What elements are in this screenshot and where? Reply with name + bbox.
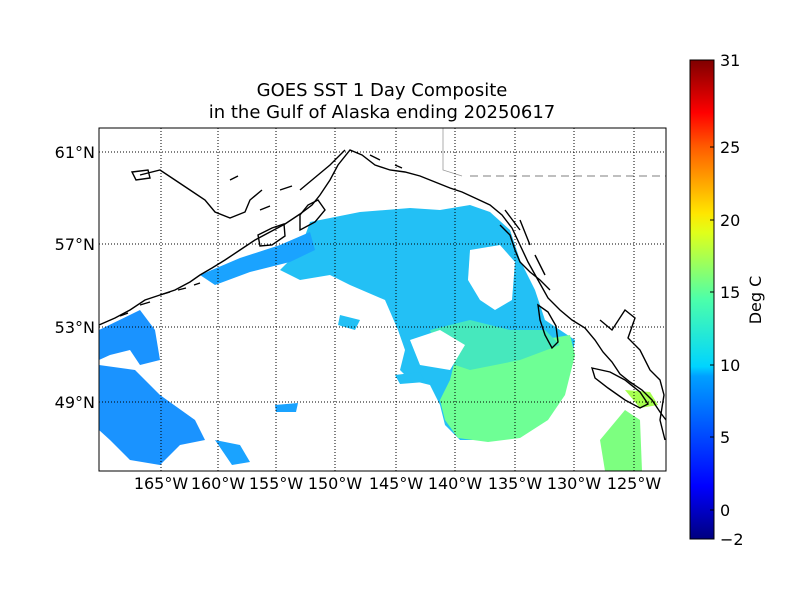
- colorbar-gradient: [689, 59, 715, 540]
- lon-label: 135°W: [488, 474, 543, 493]
- colorbar-tick-label: 25: [720, 138, 740, 157]
- kodiak-island: [257, 223, 286, 247]
- lat-label: 57°N: [55, 235, 95, 254]
- colorbar-ticks: [710, 59, 714, 540]
- lon-label: 150°W: [308, 474, 363, 493]
- se-alaska-islands: [499, 209, 551, 291]
- nunivak: [130, 169, 151, 181]
- colorbar-title: Deg C: [746, 276, 765, 325]
- aleutian-1: [119, 282, 201, 317]
- colorbar-tick-label: 15: [720, 283, 740, 302]
- map-area: [99, 128, 666, 471]
- alaska-inland-lakes: [229, 154, 403, 211]
- sst-patch-2: [215, 440, 250, 465]
- sst-region-southwest: [99, 310, 160, 365]
- border-line-2: [442, 128, 463, 177]
- colorbar-tick-label: 31: [720, 51, 740, 70]
- sst-patch-4: [338, 315, 360, 330]
- sst-region-strait: [625, 390, 658, 408]
- map-title: GOES SST 1 Day Composite in the Gulf of …: [98, 80, 666, 124]
- lon-label: 140°W: [428, 474, 483, 493]
- longitude-labels: 165°W 160°W 155°W 150°W 145°W 140°W 135°…: [134, 474, 662, 493]
- lon-label: 165°W: [134, 474, 189, 493]
- lon-label: 160°W: [191, 474, 246, 493]
- kenai-peninsula: [299, 199, 326, 232]
- sst-data-layer: [99, 205, 658, 471]
- cook-inlet: [299, 149, 346, 191]
- lon-label: 145°W: [369, 474, 424, 493]
- lon-label: 155°W: [249, 474, 304, 493]
- lon-label: 130°W: [547, 474, 602, 493]
- gridlines: [99, 128, 666, 471]
- sst-patch-1: [275, 403, 298, 412]
- sst-region-southwest-2: [99, 365, 205, 465]
- latitude-labels: 61°N 57°N 53°N 49°N: [55, 143, 95, 412]
- colorbar: 31 25 20 15 10 5 0 −2 Deg C: [689, 51, 765, 549]
- sst-patch-3: [395, 372, 425, 384]
- lon-label: 125°W: [607, 474, 662, 493]
- bristol-coast: [139, 169, 263, 219]
- map-frame: [98, 127, 667, 472]
- sst-region-mid: [430, 320, 560, 370]
- sst-region-bc-coast: [600, 410, 642, 471]
- colorbar-tick-label: 20: [720, 211, 740, 230]
- lat-label: 53°N: [55, 318, 95, 337]
- haida-gwaii: [537, 303, 559, 350]
- colorbar-tick-label: 5: [720, 428, 730, 447]
- colorbar-tick-label: −2: [720, 530, 744, 549]
- bc-mainland: [599, 308, 666, 441]
- colorbar-tick-label: 0: [720, 501, 730, 520]
- alaska-coast: [99, 149, 666, 421]
- lat-label: 49°N: [55, 393, 95, 412]
- vancouver-island: [590, 367, 650, 409]
- title-line-2: in the Gulf of Alaska ending 20250617: [208, 102, 556, 123]
- coastline: [99, 149, 666, 441]
- cloud-gap-3: [540, 300, 570, 325]
- lat-label: 61°N: [55, 143, 95, 162]
- title-line-1: GOES SST 1 Day Composite: [256, 80, 508, 101]
- cloud-gap-2: [410, 330, 465, 370]
- cloud-gap-1: [468, 245, 515, 310]
- sst-region-aleutian: [200, 232, 315, 285]
- colorbar-tick-label: 10: [720, 356, 740, 375]
